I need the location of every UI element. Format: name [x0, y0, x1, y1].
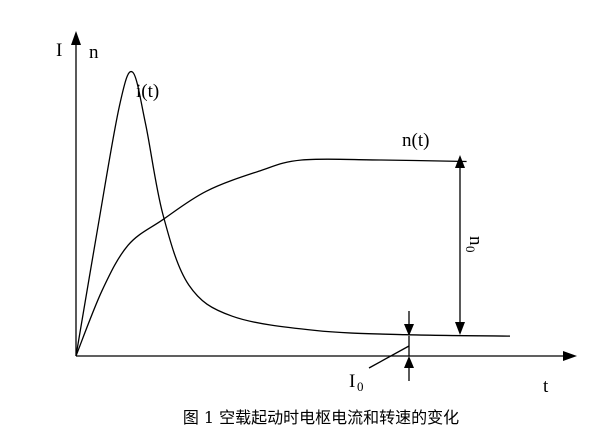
- series-label-speed: n(t): [402, 130, 429, 151]
- figure-caption: 图 1 空载起动时电枢电流和转速的变化: [182, 408, 460, 427]
- axes: [71, 31, 577, 361]
- n0-arrow-bottom: [455, 322, 465, 335]
- series-line-current: [75, 70, 511, 357]
- x-axis-label-time: t: [543, 376, 549, 397]
- series-line-speed: [75, 158, 467, 357]
- i0-arrow-bottom-head: [404, 356, 414, 368]
- series-label-current: i(t): [136, 81, 159, 102]
- y-axis-arrow: [71, 31, 81, 45]
- n0-label-main: n: [465, 236, 486, 246]
- n0-label-sub: 0: [463, 246, 478, 253]
- i0-arrow-top-head: [404, 324, 414, 336]
- n0-arrow-top: [455, 155, 465, 168]
- n0-annotation: n 0: [455, 155, 486, 335]
- i0-leader-line: [368, 345, 410, 369]
- y-axis-label-current: I: [56, 40, 62, 61]
- x-axis-arrow: [563, 351, 577, 361]
- i0-label-sub: 0: [357, 379, 364, 394]
- y-axis-label-speed: n: [89, 42, 99, 63]
- i0-label-main: I: [349, 371, 355, 392]
- i0-annotation: I 0: [349, 311, 414, 394]
